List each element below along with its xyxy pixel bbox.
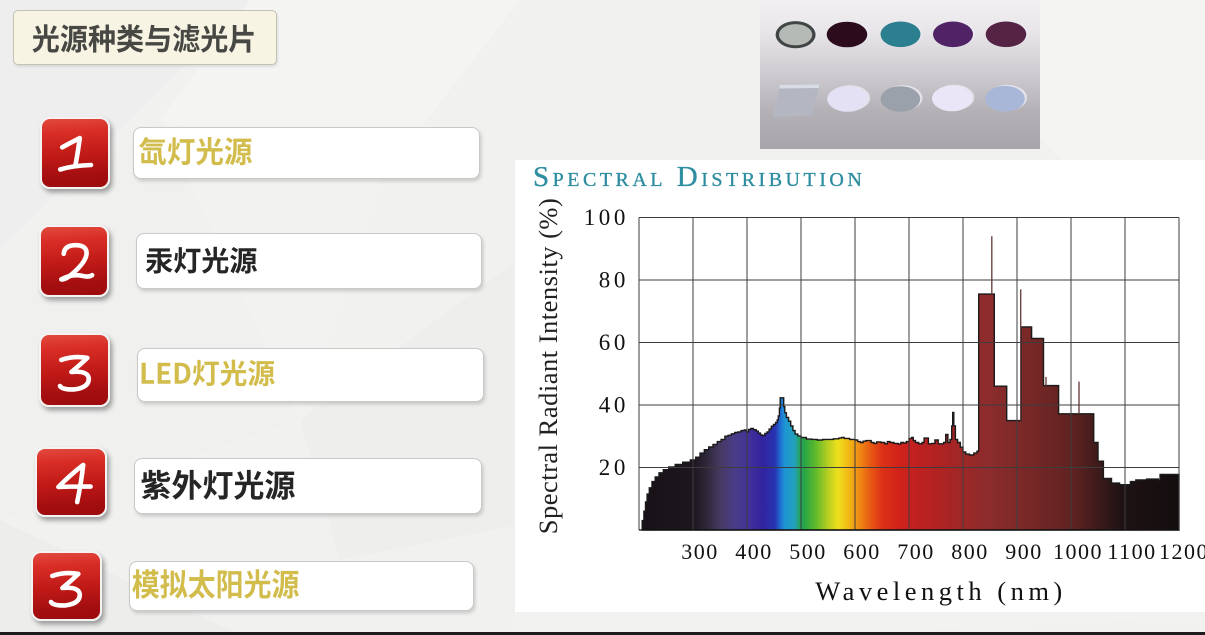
svg-text:600: 600	[843, 539, 881, 564]
svg-text:40: 40	[599, 393, 629, 418]
svg-text:60: 60	[599, 330, 629, 355]
svg-text:400: 400	[735, 539, 773, 564]
svg-text:300: 300	[681, 539, 719, 564]
svg-text:1100: 1100	[1107, 539, 1156, 564]
svg-text:1200: 1200	[1159, 539, 1205, 564]
svg-text:900: 900	[1005, 539, 1043, 564]
svg-text:800: 800	[951, 539, 989, 564]
svg-text:Wavelength (nm): Wavelength (nm)	[815, 576, 1067, 606]
svg-text:Spectral Radiant Intensity (%): Spectral Radiant Intensity (%)	[533, 198, 563, 535]
svg-text:500: 500	[789, 539, 827, 564]
svg-text:80: 80	[599, 268, 629, 293]
svg-text:20: 20	[599, 455, 629, 480]
svg-text:Spectral Distribution: Spectral Distribution	[533, 161, 865, 193]
svg-text:100: 100	[584, 205, 629, 230]
svg-text:1000: 1000	[1053, 539, 1103, 564]
svg-text:700: 700	[897, 539, 935, 564]
